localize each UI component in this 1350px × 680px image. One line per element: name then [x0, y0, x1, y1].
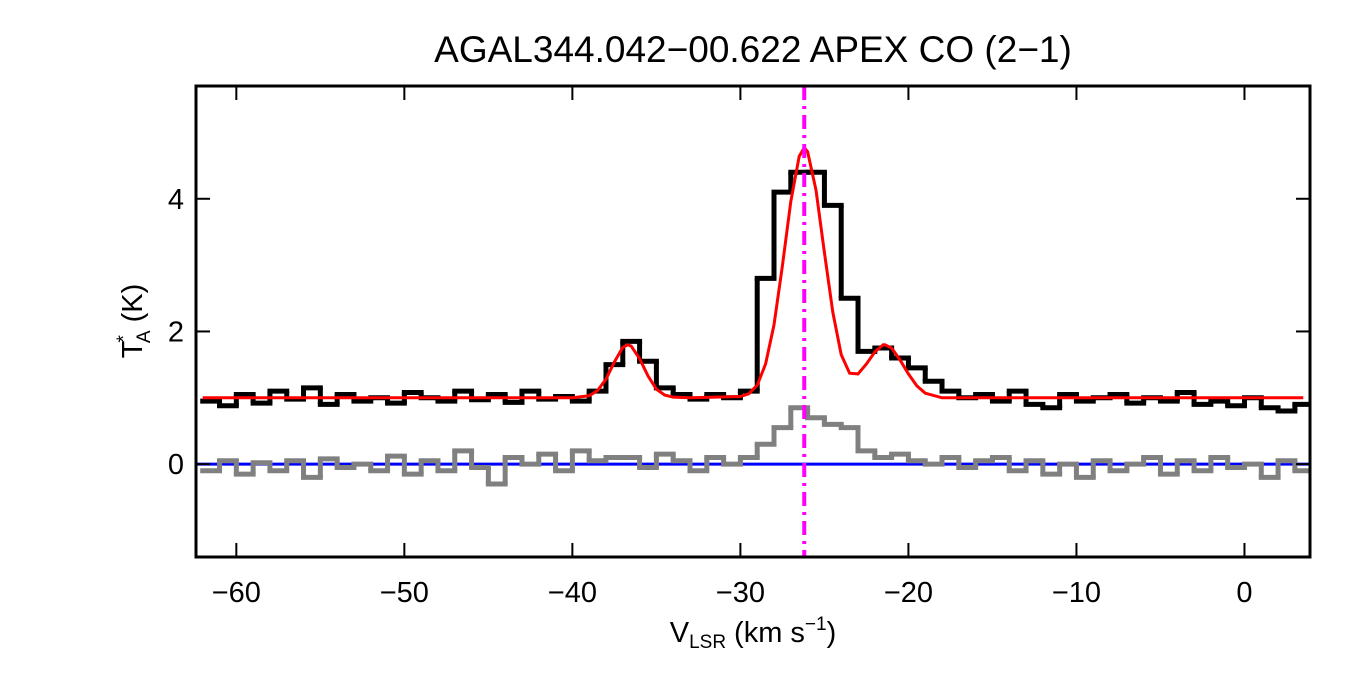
fit-line [202, 145, 1304, 400]
x-tick-label: −20 [884, 577, 933, 609]
x-label-close: ) [827, 617, 837, 649]
x-tick-label: −50 [380, 577, 429, 609]
x-label-unit: (km s [734, 617, 805, 649]
x-tick-label: −40 [548, 577, 597, 609]
x-label-sup: −1 [805, 614, 827, 635]
y-tick-label: 4 [168, 184, 184, 216]
x-tick-label: −10 [1052, 577, 1101, 609]
y-label-sub: A [134, 330, 155, 343]
y-tick-label: 2 [168, 316, 184, 348]
x-tick-label: 0 [1236, 577, 1252, 609]
y-label-main: T [117, 340, 149, 358]
y-label-sup: * [114, 335, 135, 343]
y-axis-label: T*A (K) [114, 284, 155, 358]
x-axis-label: VLSR (km s−1) [670, 614, 837, 653]
y-tick-label: 0 [168, 449, 184, 481]
x-label-main: V [670, 617, 690, 649]
chart-title: AGAL344.042−00.622 APEX CO (2−1) [434, 29, 1072, 70]
y-label-unit: (K) [117, 284, 149, 323]
x-label-sub: LSR [689, 632, 726, 653]
plot-frame [194, 84, 1312, 559]
x-tick-label: −60 [212, 577, 261, 609]
x-tick-label: −30 [716, 577, 765, 609]
